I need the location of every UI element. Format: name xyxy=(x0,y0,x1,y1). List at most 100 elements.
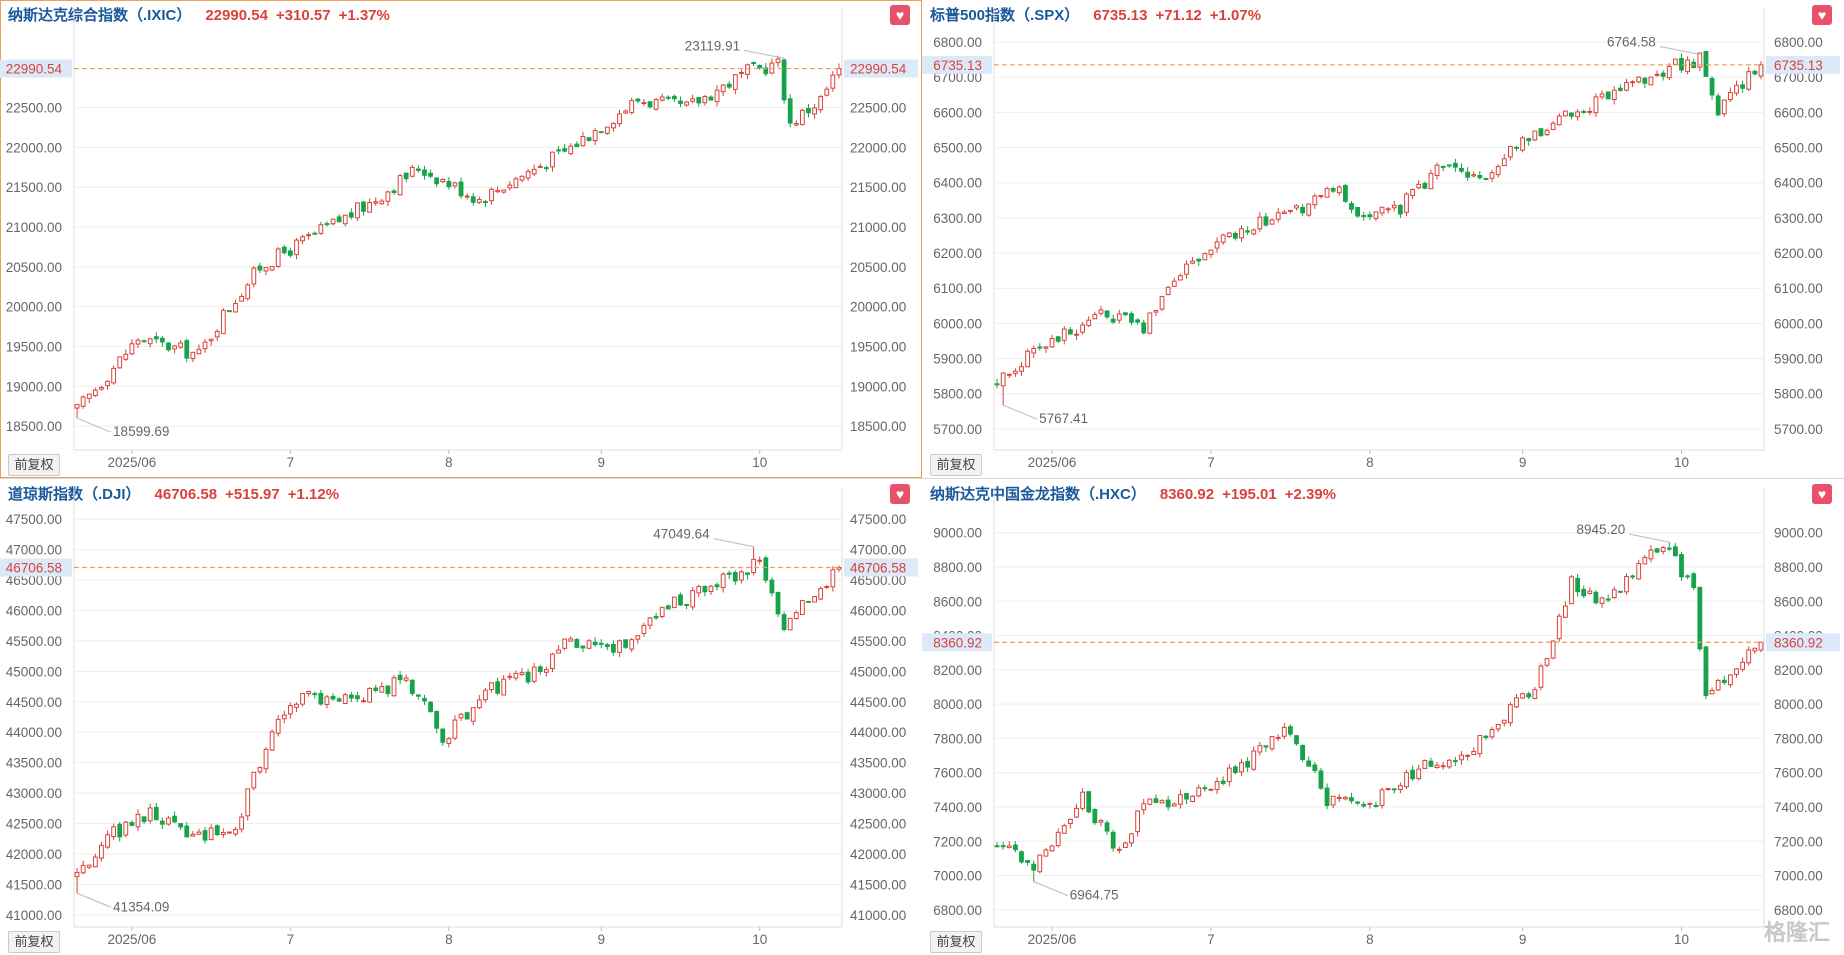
candle-body xyxy=(568,145,574,155)
panel-header: 纳斯达克综合指数（.IXIC） 22990.54 +310.57 +1.37% xyxy=(8,4,390,25)
price-tag-text: 22990.54 xyxy=(850,62,907,77)
price-tag-bg xyxy=(922,633,992,652)
candle-body xyxy=(1379,206,1385,214)
candle-body xyxy=(1092,314,1098,320)
chart-panel-0[interactable]: 纳斯达克综合指数（.IXIC） 22990.54 +310.57 +1.37% ♥ 185… xyxy=(0,0,922,478)
candlestick-chart[interactable]: 18500.00 18500.00 19000.00 19000.00 19500.00… xyxy=(0,0,922,478)
candle xyxy=(1434,761,1440,769)
candle-body xyxy=(1245,230,1251,233)
candle-body xyxy=(1330,795,1336,806)
candle xyxy=(1746,67,1752,91)
candle-body xyxy=(1098,820,1104,823)
index-name[interactable]: 纳斯达克综合指数（.IXIC） xyxy=(8,7,192,24)
candle xyxy=(80,395,86,409)
candle xyxy=(702,585,708,597)
y-tick-left: 5900.00 xyxy=(933,352,982,367)
index-name[interactable]: 纳斯达克中国金龙指数（.HXC） xyxy=(930,486,1146,503)
candle xyxy=(495,186,501,194)
candle xyxy=(1550,121,1556,130)
candle xyxy=(611,122,616,132)
candle xyxy=(1214,237,1220,253)
candle xyxy=(1581,585,1587,599)
candle xyxy=(1507,702,1513,727)
candle-body xyxy=(1404,772,1409,788)
candle xyxy=(1257,212,1263,233)
candle xyxy=(1177,273,1183,281)
y-tick-right: 20500.00 xyxy=(850,260,906,275)
candle xyxy=(1740,657,1746,672)
high-annotation-leader xyxy=(713,538,754,548)
candle-body xyxy=(251,267,257,285)
candle-body xyxy=(306,234,312,237)
candle-body xyxy=(647,617,653,626)
candle xyxy=(1562,110,1568,117)
favorite-heart-icon[interactable]: ♥ xyxy=(1812,484,1832,504)
price-adjust-button[interactable]: 前复权 xyxy=(930,454,982,476)
candle xyxy=(1373,801,1379,808)
candle-body xyxy=(1514,697,1519,708)
favorite-heart-icon[interactable]: ♥ xyxy=(890,5,910,25)
candle-body xyxy=(1294,735,1299,745)
candle xyxy=(1098,305,1104,317)
candle-body xyxy=(464,712,470,720)
candle xyxy=(239,293,245,302)
candlestick-chart[interactable]: 41000.00 41000.00 41500.00 41500.00 42000.00… xyxy=(0,479,922,955)
high-annotation-leader xyxy=(1629,533,1670,543)
horizontal-divider xyxy=(0,478,1844,479)
candle xyxy=(739,69,744,78)
candle xyxy=(147,337,153,348)
candle-body xyxy=(1654,73,1660,76)
candle-body xyxy=(556,149,561,152)
candle-body xyxy=(1672,58,1678,65)
candle xyxy=(458,712,464,721)
candle xyxy=(1110,829,1116,852)
candle-body xyxy=(397,175,403,196)
candle xyxy=(1648,76,1654,86)
chart-panel-3[interactable]: 纳斯达克中国金龙指数（.HXC） 8360.92 +195.01 +2.39% ♥ 680… xyxy=(922,479,1844,955)
candle-body xyxy=(543,669,549,673)
candle xyxy=(763,555,769,584)
candle xyxy=(409,679,415,697)
candle-body xyxy=(1727,92,1733,101)
candle xyxy=(1758,61,1764,80)
candle xyxy=(1630,574,1636,580)
candlestick-chart[interactable]: 6800.00 6800.00 7000.00 7000.00 7200.00 7200.… xyxy=(922,479,1844,955)
candlestick-chart[interactable]: 5700.00 5700.00 5800.00 5800.00 5900.00 5900.… xyxy=(922,0,1844,478)
price-adjust-button[interactable]: 前复权 xyxy=(930,931,982,953)
candle xyxy=(1538,128,1544,137)
candle xyxy=(1196,258,1202,267)
y-tick-left: 44500.00 xyxy=(6,695,62,710)
y-tick-left: 45000.00 xyxy=(6,664,62,679)
candle xyxy=(1624,573,1629,595)
candle xyxy=(1416,180,1422,190)
candle-body xyxy=(702,96,708,104)
candle-body xyxy=(1697,586,1703,650)
price-adjust-button[interactable]: 前复权 xyxy=(8,454,60,476)
chart-panel-1[interactable]: 标普500指数（.SPX） 6735.13 +71.12 +1.07% ♥ 5700.00… xyxy=(922,0,1844,478)
y-tick-left: 19000.00 xyxy=(6,379,62,394)
y-tick-left: 46000.00 xyxy=(6,603,62,618)
candle xyxy=(562,143,568,153)
candle xyxy=(464,193,470,200)
candle-body xyxy=(1104,310,1110,318)
chart-panel-2[interactable]: 道琼斯指数（.DJI） 46706.58 +515.97 +1.12% ♥ 41000.0… xyxy=(0,479,922,955)
favorite-heart-icon[interactable]: ♥ xyxy=(890,484,910,504)
candle-body xyxy=(1037,854,1043,873)
candle xyxy=(1727,87,1733,103)
favorite-heart-icon[interactable]: ♥ xyxy=(1812,5,1832,25)
candle-body xyxy=(1306,760,1312,767)
candle-body xyxy=(330,218,336,225)
candle-body xyxy=(1709,78,1715,96)
price-adjust-button[interactable]: 前复权 xyxy=(8,931,60,953)
candle xyxy=(1471,747,1477,756)
index-name[interactable]: 标普500指数（.SPX） xyxy=(930,7,1080,24)
candle-body xyxy=(1721,679,1727,684)
candle-body xyxy=(1477,734,1483,755)
candle-body xyxy=(1214,241,1220,249)
candle-body xyxy=(1428,760,1434,767)
candle xyxy=(1110,314,1116,325)
candle xyxy=(287,247,293,258)
candle-body xyxy=(1703,646,1709,696)
candle xyxy=(1452,756,1458,767)
candle xyxy=(434,177,440,188)
